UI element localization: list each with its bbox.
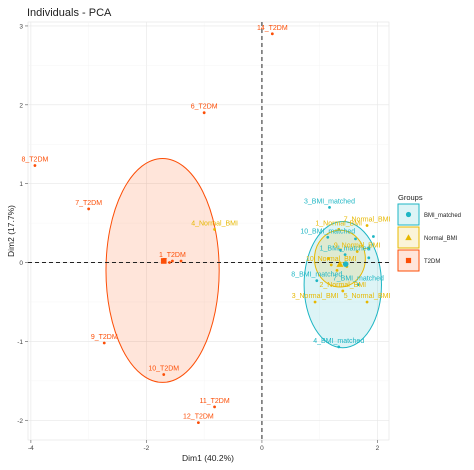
x-tick-label: -4 <box>28 445 34 452</box>
legend: Groups BMI_matched Normal_BMI T2DM <box>397 193 461 272</box>
centroid-t2dm <box>160 258 167 264</box>
label-5-normal-bmi: 5_Normal_BMI <box>344 293 391 300</box>
label-10-bmi-matched: 10_BMI_matched <box>300 228 355 235</box>
label-1-t2dm: 1_T2DM <box>159 252 186 259</box>
y-tick-label: 2 <box>19 102 23 109</box>
y-tick-label: -2 <box>17 418 23 425</box>
point-3-bmi-matched <box>328 205 331 209</box>
point-bmi-matched <box>354 237 357 241</box>
legend-label-bmi-matched: BMI_matched <box>424 213 461 219</box>
point-14-t2dm <box>270 32 274 36</box>
label-8-t2dm: 8_T2DM <box>22 157 49 164</box>
point-t2dm <box>168 261 171 264</box>
ellipse-bmi-matched <box>303 221 382 349</box>
y-axis-label: Dim2 (17.7%) <box>6 205 16 257</box>
confidence-ellipses <box>105 157 382 383</box>
label-1-bmi-matched: 1_BMI_matched <box>320 246 371 253</box>
label-3-bmi-matched: 3_BMI_matched <box>304 198 355 205</box>
point-1-t2dm <box>171 259 174 263</box>
label-4-bmi-matched: 4_BMI_matched <box>313 338 364 345</box>
label-9-t2dm: 9_T2DM <box>91 334 118 341</box>
label-2-normal-bmi: 2_Normal_BMI <box>319 282 366 289</box>
point-8-bmi-matched <box>315 279 319 283</box>
grid <box>28 22 389 440</box>
y-tick-label: 3 <box>19 23 23 30</box>
legend-marker-normal-bmi <box>405 234 412 241</box>
y-tick-label: 0 <box>19 260 23 267</box>
point-normal-bmi <box>335 269 339 272</box>
point-7-normal-bmi <box>365 224 369 227</box>
point-t2dm <box>179 259 183 263</box>
x-tick-label: 2 <box>376 445 380 452</box>
legend-label-normal-bmi: Normal_BMI <box>424 236 458 242</box>
point-8-t2dm <box>33 164 37 167</box>
label-14-t2dm: 14_T2DM <box>257 25 288 32</box>
label-10-normal-bmi: 10_Normal_BMI <box>306 256 357 263</box>
point-10-bmi-matched <box>326 235 330 239</box>
y-tick-label: 1 <box>19 181 23 188</box>
x-axis-label: Dim1 (40.2%) <box>182 453 234 463</box>
label-7-t2dm: 7_T2DM <box>75 200 102 207</box>
point-9-t2dm <box>102 341 106 345</box>
point-7-bmi-matched <box>356 283 360 287</box>
point-normal-bmi <box>326 257 330 261</box>
points <box>33 32 375 425</box>
chart-title: Individuals - PCA <box>27 7 112 19</box>
point-10-normal-bmi <box>329 263 333 267</box>
centroid-normal-bmi <box>336 260 344 267</box>
legend-label-t2dm: T2DM <box>424 259 440 265</box>
point-1-normal-bmi <box>337 228 341 231</box>
point-11-t2dm <box>213 405 216 409</box>
plot-panel <box>27 21 390 441</box>
label-4-normal-bmi: 4_Normal_BMI <box>191 220 238 227</box>
point-labels: 14_T2DM 6_T2DM 8_T2DM 7_T2DM 1_T2DM 9_T2DM 10_… <box>22 25 391 421</box>
centroid-bmi-matched <box>342 261 349 267</box>
point-5-normal-bmi <box>365 300 369 304</box>
point-1-bmi-matched <box>343 253 347 257</box>
point-4-bmi-matched <box>337 345 341 349</box>
label-3-normal-bmi: 3_Normal_BMI <box>292 293 339 300</box>
point-9-normal-bmi <box>355 250 359 253</box>
legend-title: Groups <box>398 193 423 202</box>
ellipse-t2dm <box>105 157 220 383</box>
point-4-normal-bmi <box>213 228 216 231</box>
label-7-bmi-matched: 7_BMI_matched <box>333 276 384 283</box>
point-6-t2dm <box>202 111 206 115</box>
x-tick-label: -2 <box>144 445 150 452</box>
legend-marker-t2dm <box>405 257 412 264</box>
point-2-normal-bmi <box>341 289 345 293</box>
label-1-normal-bmi: 1_Normal_BMI <box>315 220 362 227</box>
axis-ticks: -4 -2 0 2 -2 -1 0 1 2 3 <box>17 23 379 452</box>
label-12-t2dm: 12_T2DM <box>183 414 214 421</box>
label-9-normal-bmi: 9_Normal_BMI <box>334 243 381 250</box>
label-11-t2dm: 11_T2DM <box>199 398 229 405</box>
label-10-t2dm: 10_T2DM <box>148 366 179 373</box>
point-bmi-matched <box>367 246 371 250</box>
x-tick-label: 0 <box>260 445 264 452</box>
point-bmi-matched <box>372 235 375 238</box>
point-bmi-matched <box>367 256 371 260</box>
point-10-t2dm <box>162 373 166 376</box>
y-tick-label: -1 <box>17 339 23 346</box>
point-12-t2dm <box>196 421 200 425</box>
label-6-t2dm: 6_T2DM <box>191 104 218 111</box>
point-7-t2dm <box>87 207 91 211</box>
label-8-bmi-matched: 8_BMI_matched <box>291 272 342 279</box>
legend-marker-bmi-matched <box>405 211 412 218</box>
point-3-normal-bmi <box>313 300 317 304</box>
label-7-normal-bmi: 7_Normal_BMI <box>344 216 391 223</box>
point-bmi-matched <box>339 248 342 252</box>
